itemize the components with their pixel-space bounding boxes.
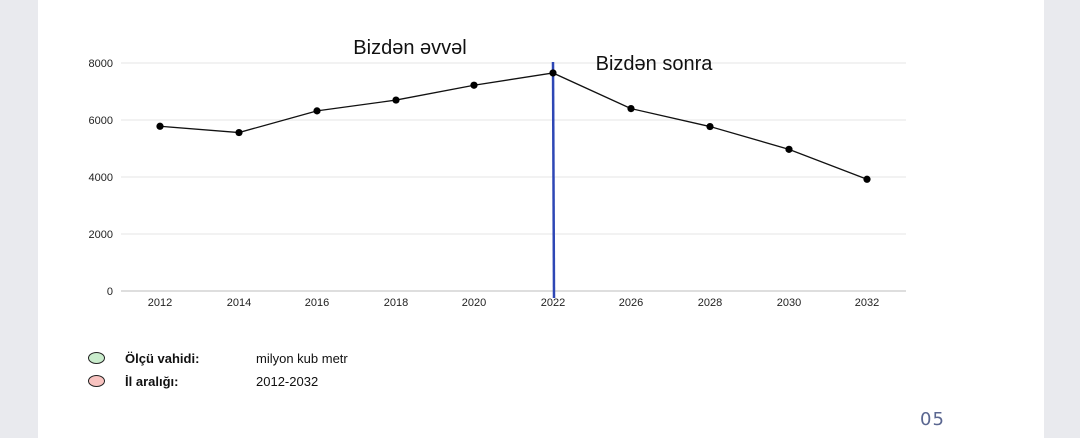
legend-label: İl aralığı: <box>125 373 179 389</box>
annotation-after: Bizdən sonra <box>596 53 714 75</box>
x-tick-label: 2030 <box>777 297 801 309</box>
x-tick-label: 2022 <box>541 297 565 309</box>
legend-label: Ölçü vahidi: <box>125 350 200 366</box>
data-point <box>785 145 793 153</box>
y-tick-label: 8000 <box>89 58 113 70</box>
data-point <box>156 122 164 130</box>
legend-value: milyon kub metr <box>256 350 348 366</box>
page-number: 05 <box>920 409 945 430</box>
x-tick-label: 2032 <box>855 297 879 309</box>
data-point <box>549 69 557 77</box>
divider-line <box>551 61 556 299</box>
data-point <box>863 175 871 183</box>
legend-item-unit: Ölçü vahidi: milyon kub metr <box>88 348 348 368</box>
x-tick-label: 2014 <box>227 297 251 309</box>
series-line <box>159 72 868 180</box>
x-tick-label: 2018 <box>384 297 408 309</box>
legend-swatch-red <box>88 375 105 387</box>
y-tick-label: 0 <box>107 286 113 298</box>
x-tick-label: 2016 <box>305 297 329 309</box>
data-point <box>235 128 243 137</box>
data-point <box>470 81 478 89</box>
legend-item-years: İl aralığı: 2012-2032 <box>88 371 318 391</box>
y-tick-label: 4000 <box>89 172 113 184</box>
y-tick-label: 6000 <box>89 115 113 127</box>
annotation-before: Bizdən əvvəl <box>353 37 466 59</box>
data-point <box>313 107 321 115</box>
line-chart: 0 2000 4000 6000 8000 2012 2014 2016 2018 2020 202… <box>89 37 906 309</box>
y-tick-label: 2000 <box>89 229 113 241</box>
x-tick-label: 2026 <box>619 297 643 309</box>
x-tick-label: 2020 <box>462 297 486 309</box>
data-point <box>706 122 714 131</box>
data-point <box>627 105 635 113</box>
data-point <box>392 96 400 104</box>
x-tick-label: 2012 <box>148 297 172 309</box>
legend-value: 2012-2032 <box>256 373 319 389</box>
x-tick-label: 2028 <box>698 297 722 309</box>
page-sheet: 0 2000 4000 6000 8000 2012 2014 2016 2018 2020 202… <box>38 0 1044 438</box>
legend-swatch-green <box>88 352 105 364</box>
